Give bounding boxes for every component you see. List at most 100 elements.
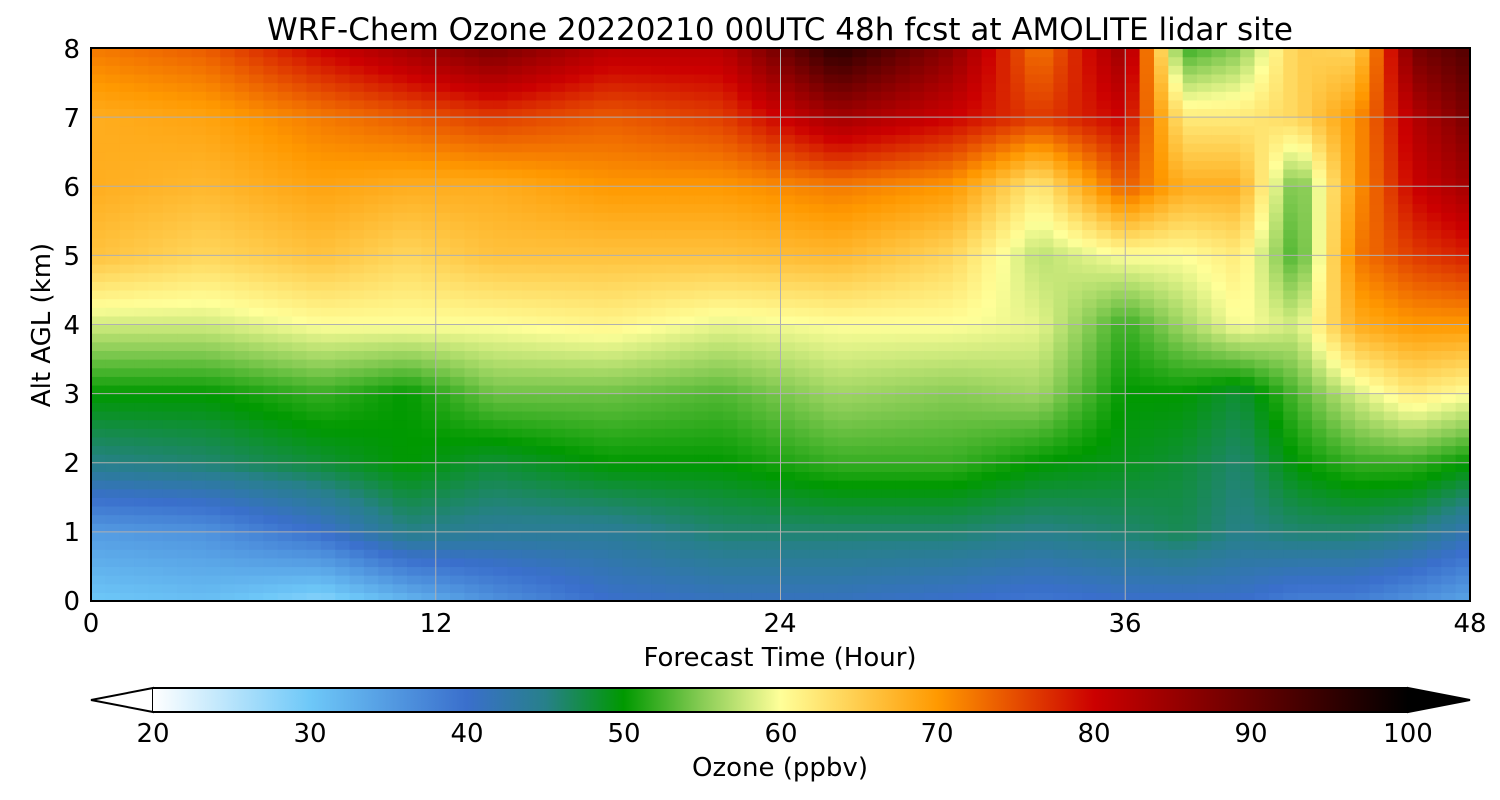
heatmap-cell bbox=[608, 168, 624, 179]
heatmap-cell bbox=[938, 592, 954, 601]
heatmap-cell bbox=[363, 125, 379, 136]
heatmap-cell bbox=[852, 471, 868, 481]
heatmap-cell bbox=[507, 393, 523, 403]
heatmap-cell bbox=[421, 289, 437, 300]
heatmap-cell bbox=[708, 108, 724, 118]
heatmap-cell bbox=[1024, 557, 1040, 568]
heatmap-cell bbox=[493, 264, 509, 274]
heatmap-cell bbox=[967, 531, 983, 542]
heatmap-cell bbox=[967, 575, 983, 585]
heatmap-cell bbox=[967, 549, 983, 559]
heatmap-cell bbox=[349, 393, 365, 403]
heatmap-cell bbox=[967, 91, 983, 101]
heatmap-cell bbox=[205, 341, 221, 352]
heatmap-cell bbox=[249, 462, 264, 472]
heatmap-cell bbox=[320, 177, 336, 187]
heatmap-cell bbox=[837, 143, 853, 153]
heatmap-cell bbox=[320, 82, 336, 92]
heatmap-cell bbox=[277, 436, 293, 447]
heatmap-cell bbox=[1197, 419, 1213, 429]
heatmap-cell bbox=[708, 151, 724, 161]
heatmap-cell bbox=[1039, 168, 1055, 179]
heatmap-cell bbox=[1182, 117, 1198, 127]
heatmap-cell bbox=[363, 160, 379, 170]
heatmap-cell bbox=[249, 99, 264, 110]
heatmap-cell bbox=[234, 117, 250, 127]
heatmap-cell bbox=[1010, 91, 1026, 101]
heatmap-cell bbox=[636, 531, 652, 542]
heatmap-cell bbox=[1010, 143, 1026, 153]
heatmap-cell bbox=[464, 367, 480, 377]
heatmap-cell bbox=[392, 488, 408, 498]
heatmap-cell bbox=[507, 540, 523, 550]
heatmap-cell bbox=[780, 168, 796, 179]
heatmap-cell bbox=[1110, 56, 1126, 66]
heatmap-cell bbox=[766, 264, 782, 274]
heatmap-cell bbox=[407, 272, 422, 282]
heatmap-cell bbox=[809, 454, 825, 464]
heatmap-cell bbox=[134, 238, 150, 248]
heatmap-cell bbox=[593, 454, 609, 464]
heatmap-cell bbox=[737, 402, 753, 412]
heatmap-cell bbox=[349, 108, 365, 118]
heatmap-cell bbox=[708, 82, 724, 92]
heatmap-cell bbox=[435, 108, 451, 118]
heatmap-cell bbox=[780, 454, 796, 464]
heatmap-cell bbox=[1182, 419, 1198, 429]
heatmap-cell bbox=[464, 505, 480, 516]
heatmap-cell bbox=[450, 160, 466, 170]
heatmap-cell bbox=[162, 143, 178, 153]
heatmap-cell bbox=[995, 91, 1011, 101]
heatmap-cell bbox=[1053, 410, 1069, 421]
heatmap-cell bbox=[737, 212, 753, 222]
heatmap-cell bbox=[191, 402, 207, 412]
heatmap-cell bbox=[608, 592, 624, 601]
heatmap-cell bbox=[967, 108, 983, 118]
heatmap-cell bbox=[550, 108, 566, 118]
heatmap-cell bbox=[1096, 480, 1112, 490]
heatmap-cell bbox=[1024, 445, 1040, 455]
heatmap-cell bbox=[292, 540, 308, 550]
heatmap-cell bbox=[363, 48, 379, 58]
heatmap-cell bbox=[766, 99, 782, 110]
heatmap-cell bbox=[694, 488, 710, 498]
heatmap-cell bbox=[105, 73, 121, 84]
heatmap-cell bbox=[493, 203, 509, 213]
heatmap-cell bbox=[234, 307, 250, 317]
heatmap-cell bbox=[550, 220, 566, 231]
heatmap-cell bbox=[521, 272, 537, 282]
heatmap-cell bbox=[177, 65, 193, 75]
heatmap-cell bbox=[1197, 480, 1213, 490]
heatmap-cell bbox=[162, 73, 178, 84]
heatmap-cell bbox=[809, 557, 825, 568]
heatmap-cell bbox=[1182, 315, 1198, 326]
heatmap-cell bbox=[392, 65, 408, 75]
heatmap-cell bbox=[521, 523, 537, 533]
heatmap-cell bbox=[507, 549, 523, 559]
heatmap-cell bbox=[1197, 428, 1213, 438]
heatmap-cell bbox=[1082, 117, 1098, 127]
heatmap-cell bbox=[708, 91, 724, 101]
heatmap-cell bbox=[493, 73, 509, 84]
heatmap-cell bbox=[464, 540, 480, 550]
heatmap-cell bbox=[177, 194, 193, 205]
heatmap-cell bbox=[593, 557, 609, 568]
heatmap-cell bbox=[363, 255, 379, 265]
heatmap-cell bbox=[1125, 246, 1141, 256]
heatmap-cell bbox=[751, 238, 767, 248]
heatmap-cell bbox=[263, 419, 279, 429]
heatmap-cell bbox=[694, 177, 710, 187]
heatmap-cell bbox=[866, 557, 882, 568]
heatmap-cell bbox=[694, 289, 710, 300]
heatmap-cell bbox=[866, 73, 882, 84]
heatmap-cell bbox=[1010, 134, 1026, 144]
heatmap-cell bbox=[162, 514, 178, 524]
heatmap-cell bbox=[967, 125, 983, 136]
heatmap-cell bbox=[292, 99, 308, 110]
heatmap-cell bbox=[823, 384, 839, 395]
heatmap-cell bbox=[478, 289, 494, 300]
heatmap-cell bbox=[1039, 264, 1055, 274]
heatmap-cell bbox=[464, 428, 480, 438]
heatmap-cell bbox=[708, 402, 724, 412]
heatmap-cell bbox=[349, 255, 365, 265]
